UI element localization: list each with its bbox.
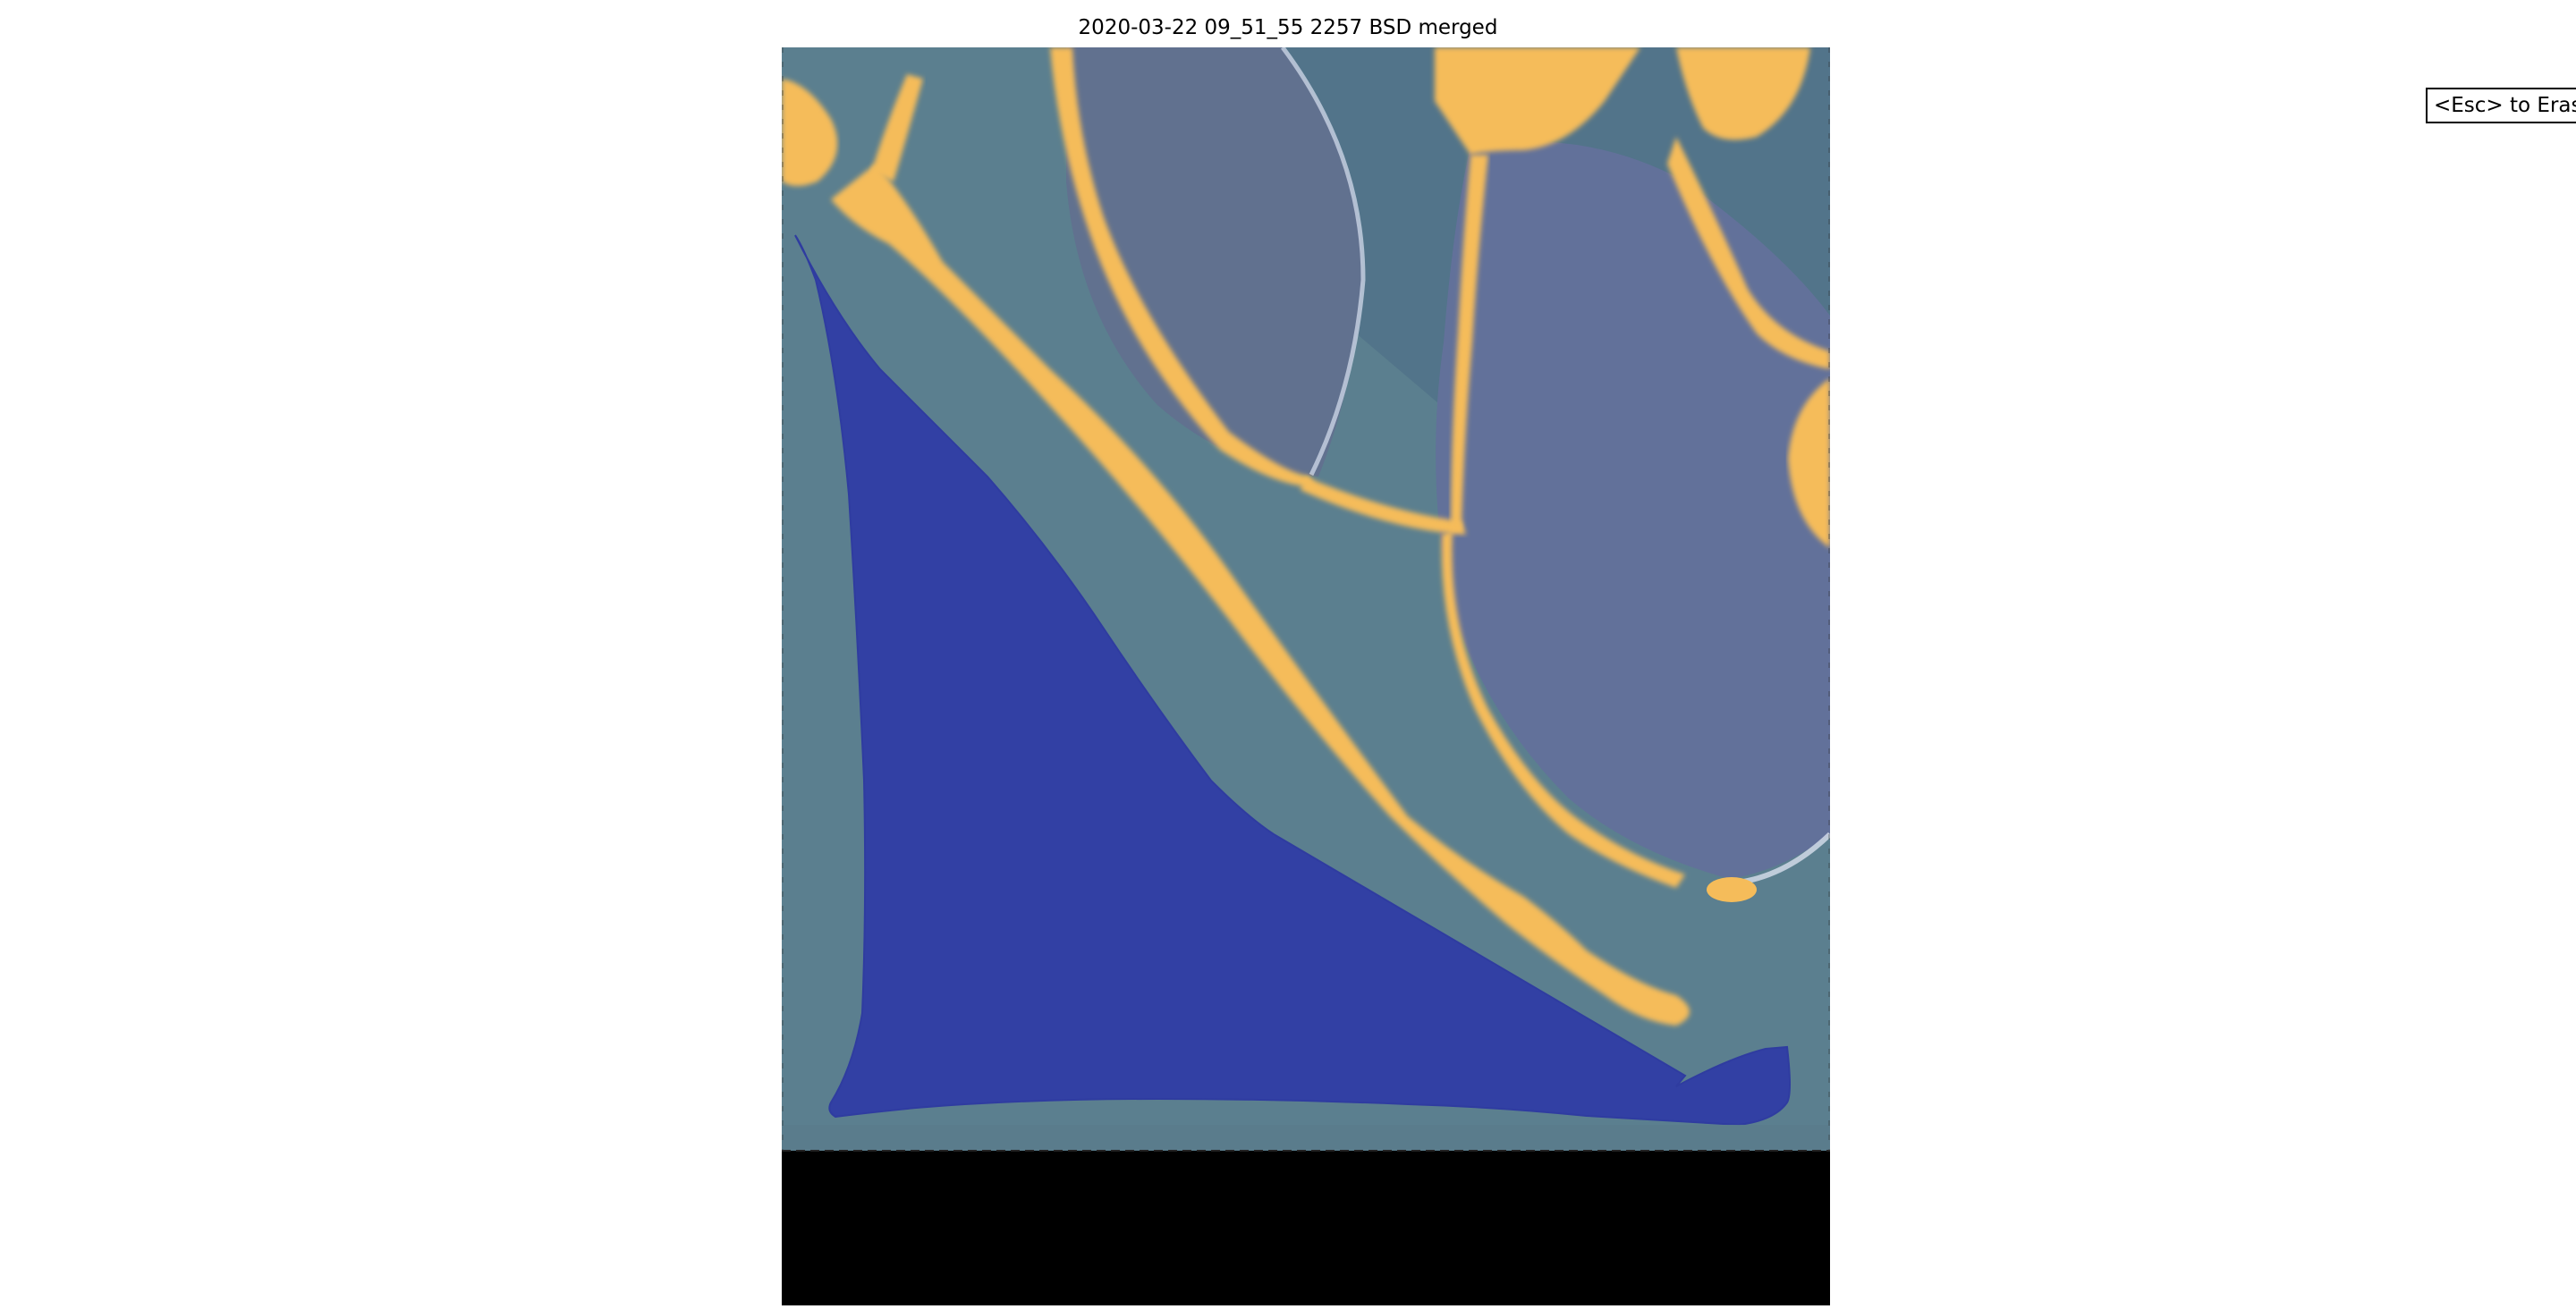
mask-yellow (782, 47, 1830, 1026)
lower-strip (782, 1125, 1830, 1151)
right-plate (1436, 141, 1830, 879)
image-padding (782, 1151, 1830, 1305)
image-canvas[interactable] (782, 47, 1830, 1305)
selection-blue[interactable] (794, 234, 1791, 1127)
figure-title: 2020-03-22 09_51_55 2257 BSD merged (1078, 16, 1498, 39)
plate-edge-line (1280, 47, 1366, 477)
erase-hint-box: <Esc> to Erase (2426, 88, 2576, 123)
left-plate (1066, 47, 1363, 477)
image-axes[interactable]: <Esc> to Erase (782, 47, 2576, 1305)
